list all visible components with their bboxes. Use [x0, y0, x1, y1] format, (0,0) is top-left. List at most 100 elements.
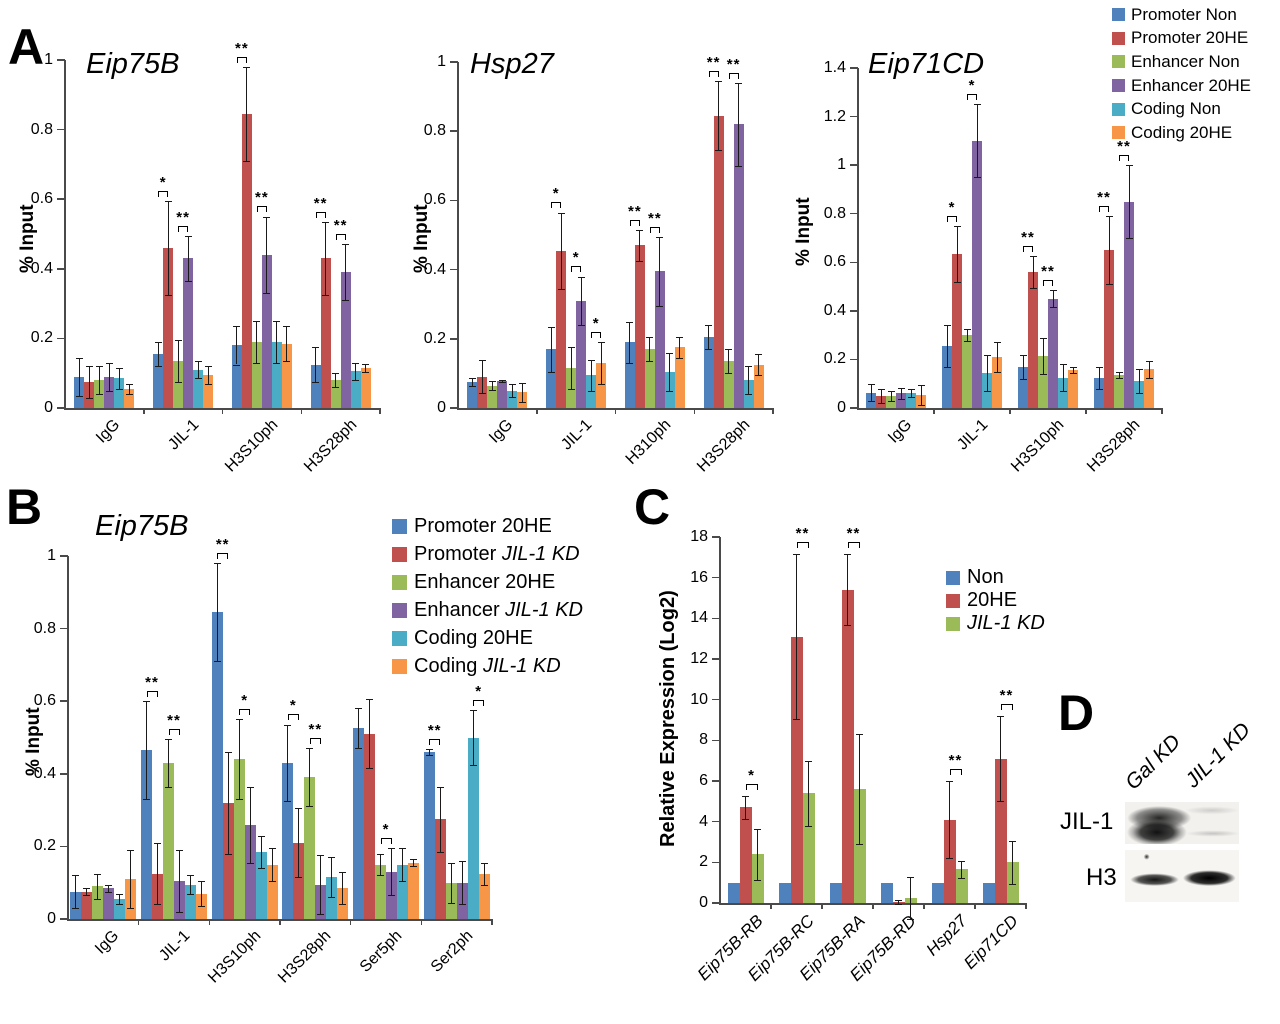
y-axis-tick: [60, 627, 68, 630]
y-axis-tick-label: 0.4: [30, 259, 53, 277]
y-axis-tick-label: 0: [44, 399, 53, 416]
error-bar-cap: [257, 835, 265, 837]
chart-c-ylabel: Relative Expression (Log2): [657, 590, 679, 847]
bar: [231, 345, 242, 408]
significance-bracket: [728, 72, 739, 79]
x-axis-tick: [221, 408, 224, 414]
error-bar-cap: [312, 381, 320, 383]
bar: [251, 341, 262, 408]
error-bar-cap: [705, 349, 713, 351]
significance-label: **: [706, 53, 721, 71]
error-bar-cap: [805, 760, 812, 762]
legend-swatch: [946, 616, 960, 631]
legend-label: Enhancer Non: [1131, 51, 1240, 71]
error-bar-cap: [154, 842, 161, 844]
significance-label: *: [572, 249, 580, 267]
bar: [244, 824, 256, 919]
bar: [1058, 377, 1068, 408]
error-bar-cap: [755, 375, 763, 377]
y-axis-tick: [57, 59, 65, 61]
significance-label: *: [241, 691, 249, 709]
significance-bracket: [745, 784, 758, 791]
significance-bracket: [949, 768, 962, 775]
error-bar-cap: [176, 850, 183, 852]
legend-swatch: [1112, 55, 1125, 69]
blot-lane-label-gal-kd: Gal KD: [1121, 730, 1186, 795]
significance-label: **: [648, 209, 662, 227]
x-axis-tick: [821, 903, 823, 909]
y-axis-tick: [57, 337, 65, 340]
legend-label: Coding 20HE: [414, 626, 533, 649]
legend-label: Enhancer 20HE: [414, 570, 556, 593]
error-bar-cap: [283, 326, 291, 328]
error-bar: [1072, 367, 1074, 374]
error-bar-cap: [577, 276, 585, 278]
legend-label: Promoter 20HE: [1131, 28, 1249, 48]
error-bar-cap: [284, 801, 292, 803]
bar: [293, 842, 305, 919]
error-bar: [859, 734, 860, 845]
error-bar: [249, 786, 251, 863]
error-bar-cap: [1009, 840, 1016, 842]
significance-bracket: [1099, 206, 1109, 212]
x-axis-tick: [143, 408, 145, 414]
error-bar: [286, 326, 288, 362]
error-bar-cap: [907, 919, 914, 921]
error-bar: [413, 859, 414, 867]
error-bar-cap: [547, 326, 555, 328]
error-bar-cap: [399, 880, 406, 882]
error-bar-cap: [567, 347, 575, 349]
error-bar-cap: [478, 360, 486, 362]
error-bar-cap: [508, 396, 516, 398]
error-bar-cap: [328, 857, 336, 859]
error-bar: [956, 225, 958, 282]
error-bar-cap: [725, 373, 733, 375]
error-bar-cap: [332, 373, 340, 375]
error-bar-cap: [557, 288, 565, 290]
x-axis-tick: [279, 919, 281, 925]
error-bar-cap: [95, 366, 103, 368]
error-bar-cap: [715, 81, 723, 83]
significance-label: **: [167, 711, 181, 729]
y-axis-tick-label: 0.6: [423, 191, 446, 209]
significance-label: **: [1041, 263, 1055, 281]
error-bar-cap: [907, 396, 915, 398]
error-bar-cap: [75, 357, 83, 359]
bar: [124, 388, 135, 408]
error-bar-cap: [125, 383, 133, 385]
x-axis-tick: [614, 408, 617, 414]
x-axis-tick: [420, 919, 423, 925]
bar: [434, 819, 446, 919]
legend-panel-a: Promoter Non Promoter 20HE Enhancer Non Enh…: [1112, 3, 1251, 145]
y-axis-tick-label: 1: [837, 156, 846, 174]
error-bar-cap: [213, 563, 221, 565]
error-bar-cap: [480, 862, 488, 864]
error-bar-cap: [793, 718, 800, 720]
error-bar-cap: [518, 402, 526, 404]
bar: [222, 802, 234, 919]
error-bar-cap: [322, 294, 330, 296]
error-bar: [880, 389, 882, 403]
bar: [931, 882, 944, 903]
bar: [266, 864, 278, 919]
error-bar: [355, 362, 357, 381]
error-bar: [1118, 372, 1120, 379]
x-axis-tick: [770, 903, 772, 909]
error-bar-cap: [355, 748, 362, 750]
y-axis-tick-label: 0.4: [823, 301, 846, 319]
y-axis-tick-label: 2: [699, 853, 708, 871]
error-bar-cap: [917, 404, 925, 406]
error-bar: [986, 354, 988, 391]
error-bar: [108, 884, 110, 892]
error-bar: [108, 362, 110, 391]
significance-bracket: [708, 70, 719, 77]
bar: [1134, 381, 1144, 408]
error-bar: [1098, 366, 1100, 389]
error-bar: [331, 857, 333, 898]
x-axis-tick: [772, 408, 774, 414]
error-bar: [246, 66, 248, 161]
error-bar-cap: [877, 389, 885, 391]
bar: [880, 882, 893, 903]
bar: [353, 728, 364, 919]
significance-bracket: [217, 552, 229, 559]
